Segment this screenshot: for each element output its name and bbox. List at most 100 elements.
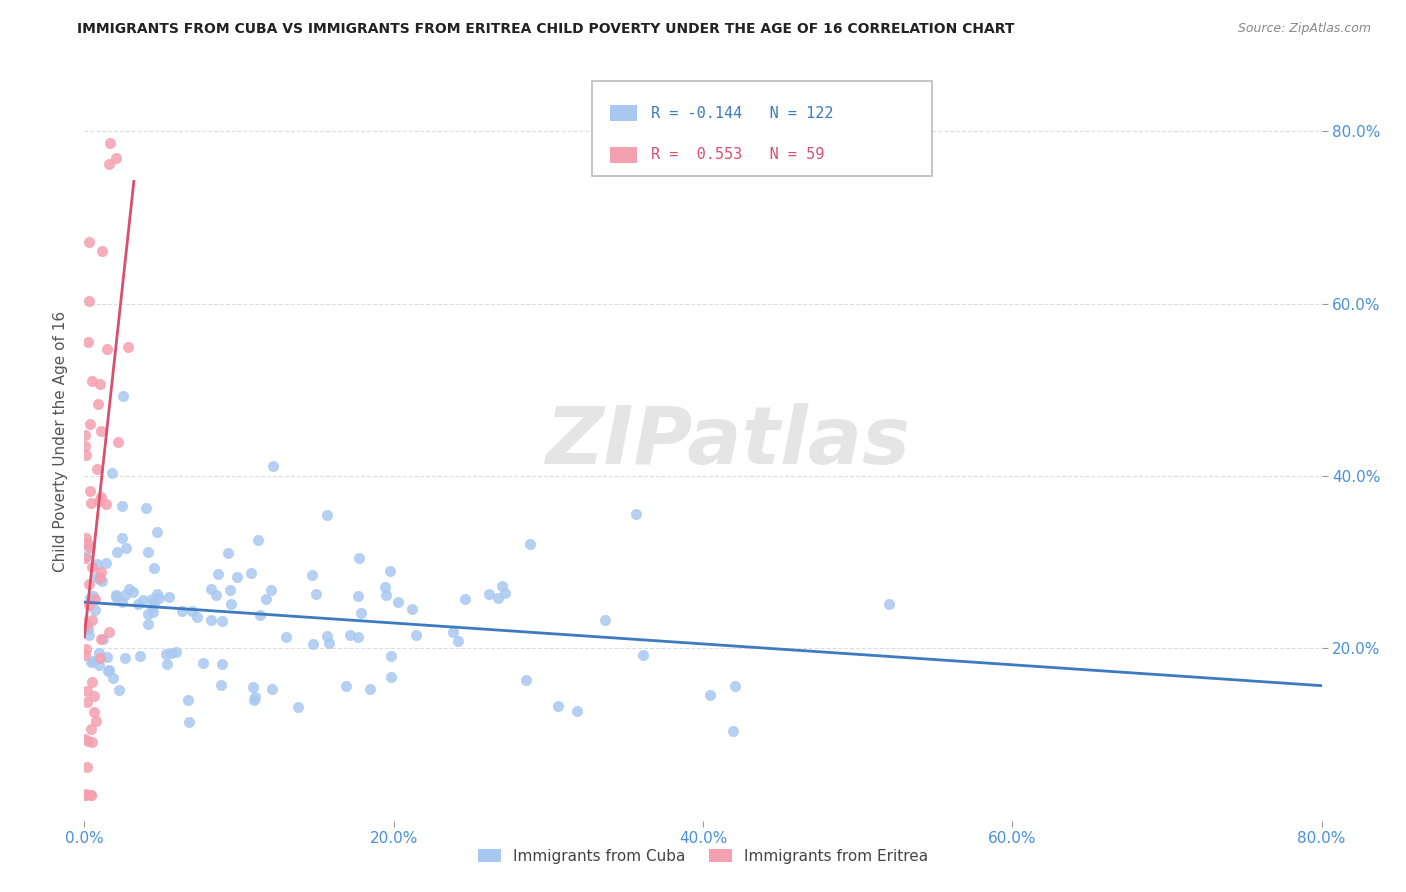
Point: [94, 556, 117, 570]
Point: [93, 632, 115, 646]
Point: [547, 699, 569, 714]
Point: [77, 628, 100, 642]
Point: [80, 788, 103, 802]
Point: [79, 591, 101, 605]
Point: [86, 461, 108, 475]
Point: [79, 722, 101, 736]
Point: [454, 592, 477, 607]
Point: [375, 589, 398, 603]
Point: [129, 649, 152, 664]
Point: [111, 389, 134, 403]
Point: [96, 342, 118, 356]
Point: [76, 684, 98, 698]
Point: [83, 689, 105, 703]
Point: [77, 622, 100, 636]
Point: [218, 583, 240, 598]
Point: [200, 582, 222, 597]
Point: [76, 531, 98, 545]
Point: [301, 567, 323, 582]
Point: [75, 787, 97, 801]
Point: [90, 565, 112, 579]
Point: [105, 151, 128, 165]
Point: [259, 582, 281, 597]
Point: [80, 560, 103, 574]
Point: [226, 570, 249, 584]
Point: [80, 675, 103, 690]
Point: [105, 545, 128, 559]
Point: [114, 650, 136, 665]
Point: [80, 655, 103, 669]
Point: [87, 397, 110, 411]
Point: [121, 585, 143, 599]
Point: [141, 591, 163, 606]
Point: [401, 602, 423, 616]
Point: [75, 615, 97, 630]
Point: [82, 374, 104, 388]
Point: [77, 235, 100, 249]
FancyBboxPatch shape: [610, 146, 637, 163]
Point: [262, 459, 284, 474]
Point: [491, 579, 513, 593]
Point: [89, 572, 111, 586]
Point: [318, 636, 340, 650]
Point: [172, 604, 194, 618]
Point: [239, 566, 262, 581]
Point: [515, 673, 537, 688]
Point: [75, 550, 97, 565]
Point: [75, 448, 97, 462]
Point: [626, 507, 648, 521]
Point: [90, 574, 112, 589]
Point: [287, 699, 309, 714]
Point: [211, 657, 233, 671]
Point: [350, 606, 373, 620]
Point: [75, 642, 97, 657]
Point: [86, 570, 108, 584]
Point: [76, 538, 98, 552]
Point: [246, 533, 269, 547]
Point: [631, 648, 654, 662]
Point: [160, 646, 183, 660]
Point: [111, 595, 134, 609]
Point: [79, 576, 101, 591]
Text: ZIPatlas: ZIPatlas: [546, 402, 910, 481]
Legend: Immigrants from Cuba, Immigrants from Eritrea: Immigrants from Cuba, Immigrants from Er…: [472, 843, 934, 870]
Point: [75, 427, 97, 442]
Point: [75, 648, 97, 662]
Point: [97, 664, 120, 678]
Point: [141, 600, 163, 615]
Point: [146, 587, 169, 601]
FancyBboxPatch shape: [610, 104, 637, 121]
Point: [90, 424, 112, 438]
Text: R =  0.553   N = 59: R = 0.553 N = 59: [651, 147, 824, 162]
Point: [486, 591, 509, 605]
Point: [118, 582, 141, 597]
Point: [177, 692, 200, 706]
Point: [347, 630, 370, 644]
Point: [84, 714, 107, 728]
Point: [104, 588, 127, 602]
Point: [359, 681, 381, 696]
Point: [97, 625, 120, 640]
Point: [181, 604, 204, 618]
Point: [96, 649, 118, 664]
Point: [101, 466, 124, 480]
Point: [136, 607, 159, 622]
Point: [117, 340, 139, 354]
Point: [316, 629, 339, 643]
Point: [75, 788, 97, 802]
Point: [82, 654, 104, 668]
Point: [191, 657, 214, 671]
Point: [494, 586, 516, 600]
Point: [262, 681, 284, 696]
Point: [565, 704, 588, 718]
Point: [135, 501, 157, 516]
Point: [142, 560, 165, 574]
Point: [87, 646, 110, 660]
Point: [305, 587, 328, 601]
Point: [75, 731, 97, 746]
Text: R = -0.144   N = 122: R = -0.144 N = 122: [651, 105, 834, 120]
Point: [219, 597, 242, 611]
Point: [77, 599, 100, 613]
Point: [84, 603, 107, 617]
Point: [179, 715, 201, 730]
